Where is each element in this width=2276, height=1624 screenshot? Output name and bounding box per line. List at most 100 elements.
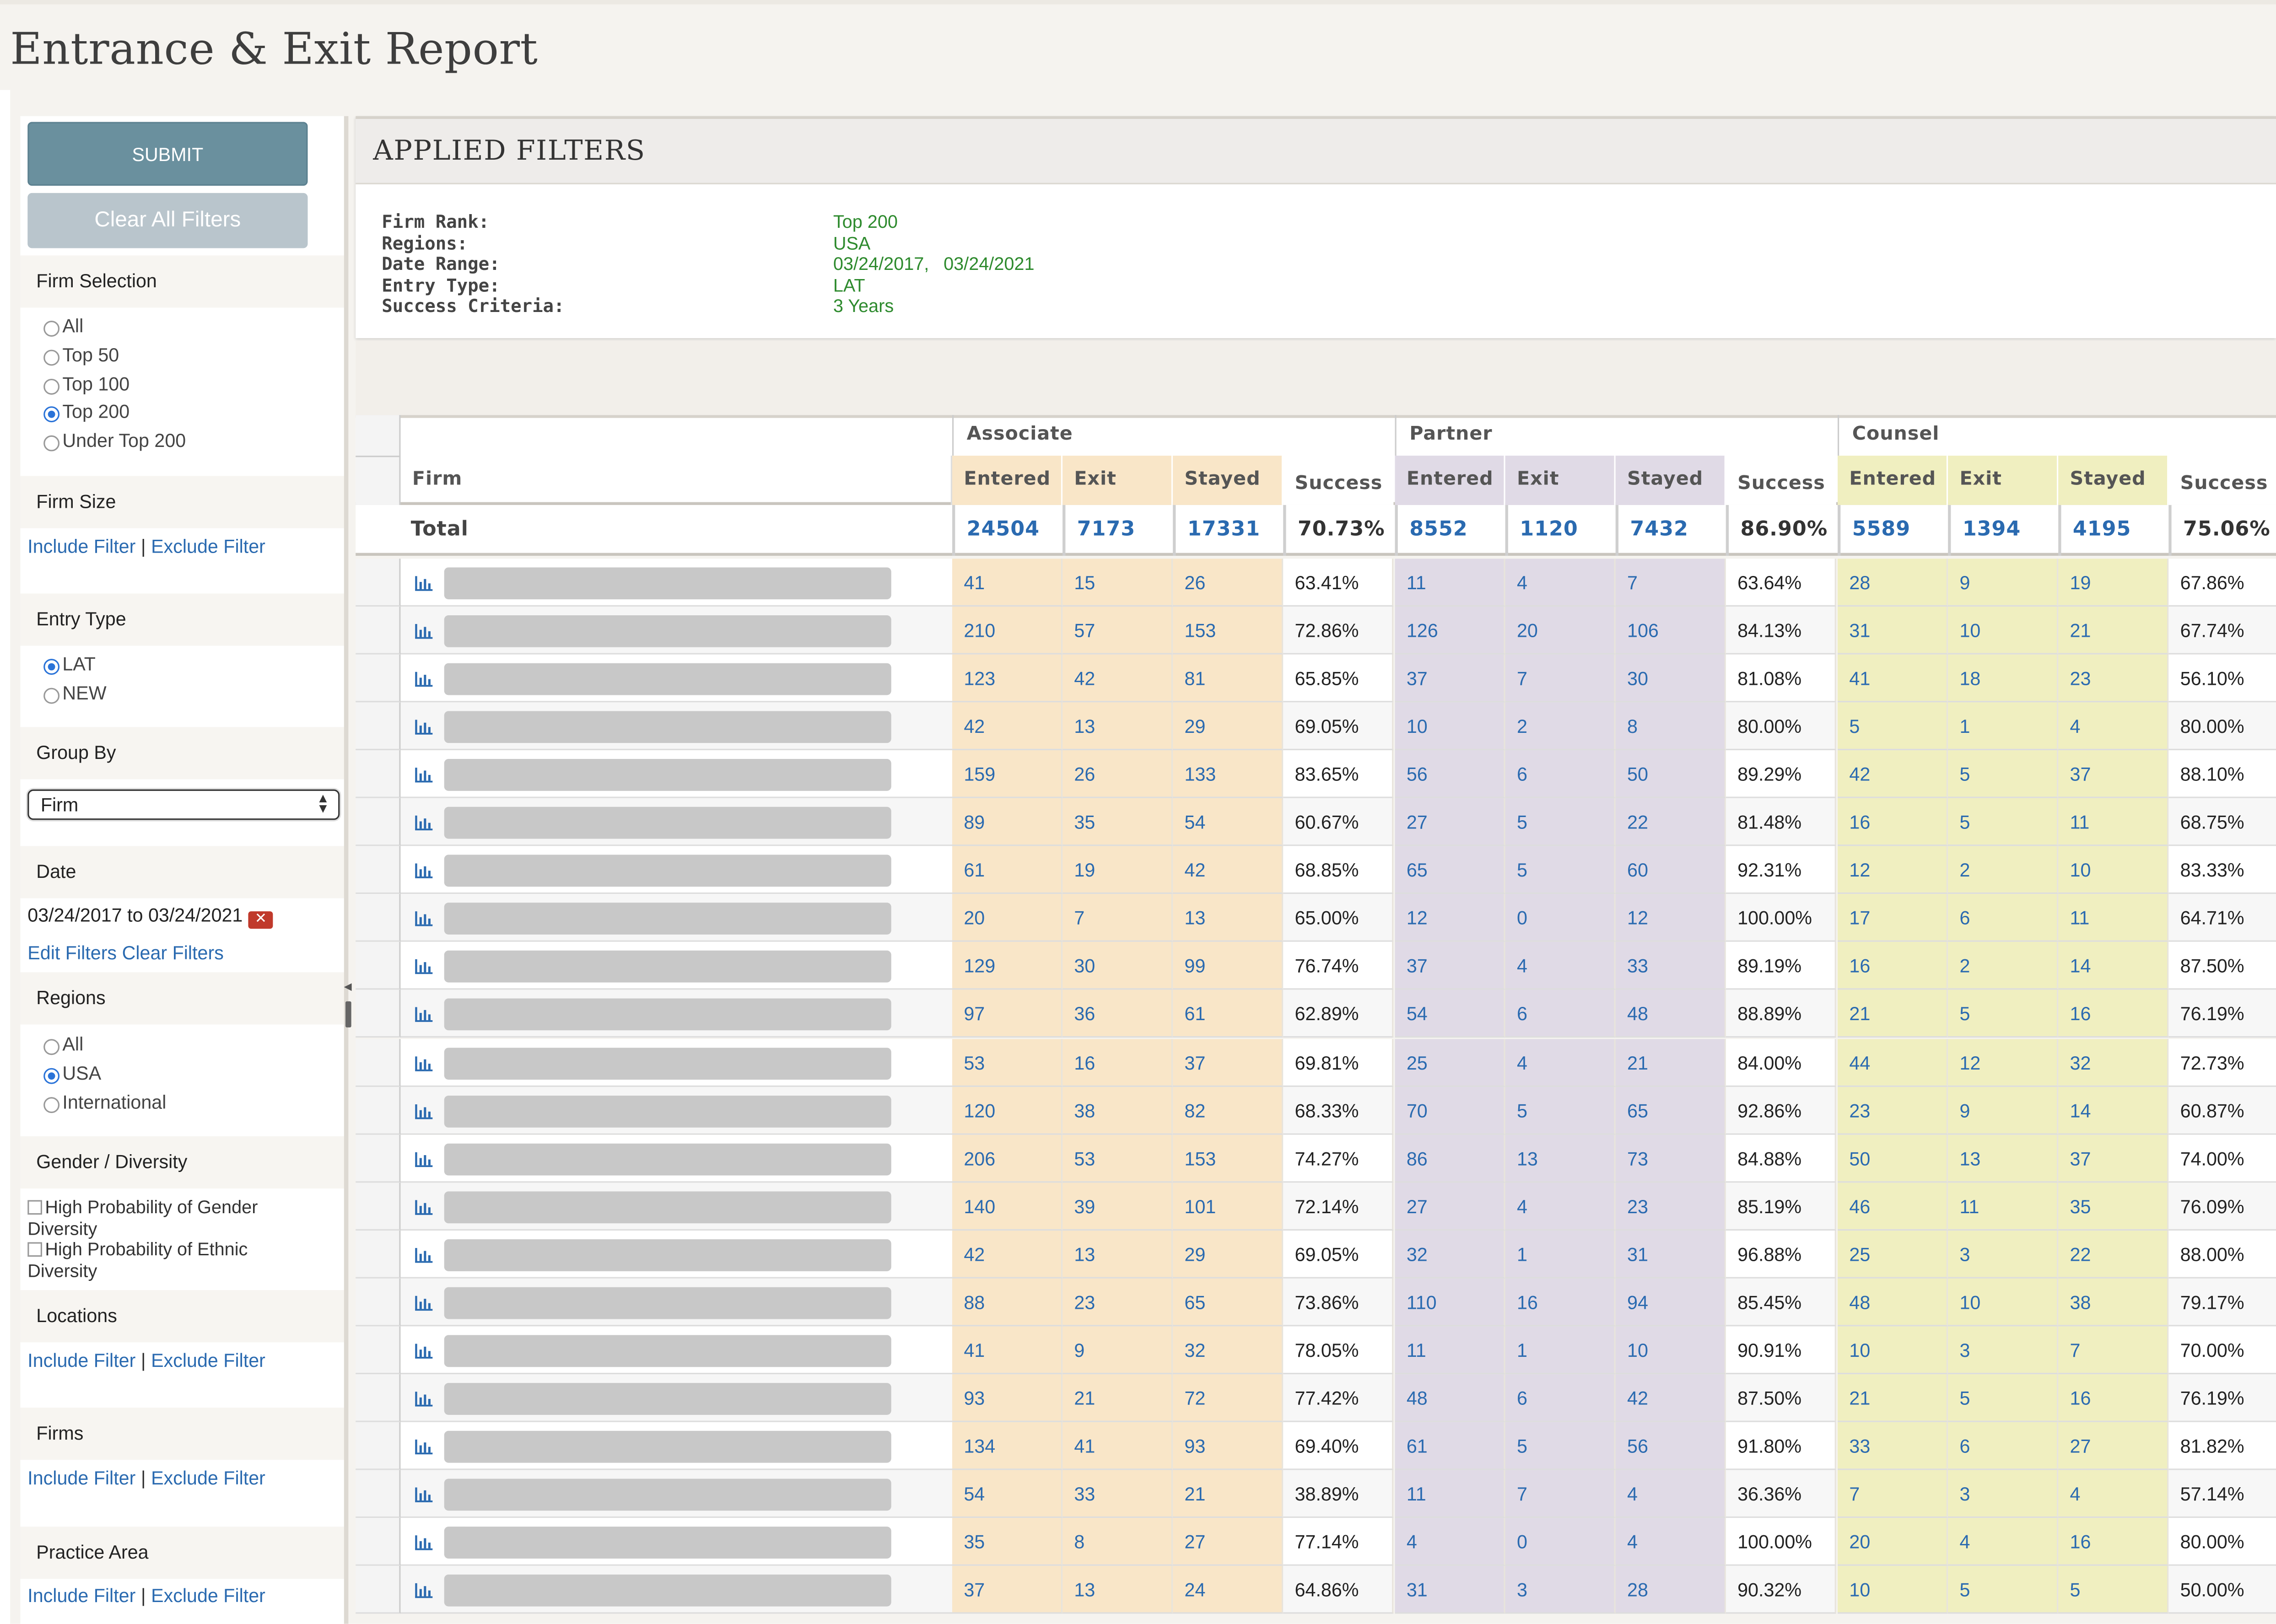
table-cell[interactable]: 26 — [1173, 559, 1284, 607]
table-cell[interactable]: 7 — [1505, 654, 1616, 703]
redacted-firm-name[interactable] — [444, 951, 891, 983]
table-cell[interactable]: 28 — [1838, 559, 1948, 607]
table-cell[interactable]: 27 — [1395, 1182, 1505, 1230]
table-cell[interactable]: 73 — [1615, 1134, 1726, 1183]
table-cell[interactable]: 93 — [1173, 1422, 1284, 1470]
table-cell[interactable]: 5 — [1948, 1374, 2059, 1422]
table-cell[interactable]: 20 — [1505, 607, 1616, 655]
table-cell[interactable]: 4 — [1615, 1518, 1726, 1566]
table-cell[interactable]: 37 — [2058, 750, 2169, 799]
table-cell[interactable]: 37 — [952, 1565, 1063, 1614]
table-cell[interactable]: 106 — [1615, 607, 1726, 655]
table-cell[interactable]: 2 — [1948, 942, 2059, 990]
table-cell[interactable]: 35 — [2058, 1182, 2169, 1230]
table-cell[interactable]: 4 — [1505, 1038, 1616, 1086]
table-cell[interactable]: 153 — [1173, 1134, 1284, 1183]
radio-option-under-top-200[interactable]: Under Top 200 — [43, 426, 186, 455]
redacted-firm-name[interactable] — [444, 1239, 891, 1271]
bar-chart-icon[interactable] — [414, 1005, 434, 1023]
table-cell[interactable]: 21 — [2058, 607, 2169, 655]
table-cell[interactable]: 42 — [1062, 654, 1173, 703]
table-cell[interactable]: 3 — [1505, 1565, 1616, 1614]
table-cell[interactable]: 38 — [1062, 1086, 1173, 1135]
table-cell[interactable]: 21 — [1838, 1374, 1948, 1422]
table-cell[interactable]: 36 — [1062, 990, 1173, 1038]
table-cell[interactable]: 8 — [1062, 1518, 1173, 1566]
table-cell[interactable]: 134 — [952, 1422, 1063, 1470]
table-cell[interactable]: 99 — [1173, 942, 1284, 990]
table-cell[interactable]: 5 — [1838, 702, 1948, 751]
radio-option-lat[interactable]: LAT — [43, 650, 106, 678]
table-cell[interactable]: 41 — [952, 559, 1063, 607]
table-cell[interactable]: 4 — [1615, 1470, 1726, 1518]
bar-chart-icon[interactable] — [414, 1245, 434, 1263]
table-cell[interactable]: 16 — [1062, 1038, 1173, 1086]
table-cell[interactable]: 31 — [1395, 1565, 1505, 1614]
table-cell[interactable]: 10 — [1838, 1326, 1948, 1374]
table-cell[interactable]: 5 — [1948, 990, 2059, 1038]
table-cell[interactable]: 44 — [1838, 1038, 1948, 1086]
table-cell[interactable]: 50 — [1615, 750, 1726, 799]
table-cell[interactable]: 4 — [1505, 942, 1616, 990]
table-cell[interactable]: 31 — [1838, 607, 1948, 655]
splitter-grip-icon[interactable] — [345, 1001, 351, 1027]
table-cell[interactable]: 11 — [2058, 798, 2169, 847]
table-cell[interactable]: 140 — [952, 1182, 1063, 1230]
redacted-firm-name[interactable] — [444, 1479, 891, 1511]
table-cell[interactable]: 129 — [952, 942, 1063, 990]
table-cell[interactable]: 16 — [2058, 990, 2169, 1038]
table-cell[interactable]: 33 — [1615, 942, 1726, 990]
table-cell[interactable]: 16 — [1838, 798, 1948, 847]
bar-chart-icon[interactable] — [414, 1101, 434, 1119]
table-cell[interactable]: 9 — [1948, 559, 2059, 607]
table-cell[interactable]: 61 — [952, 846, 1063, 895]
table-cell[interactable]: 4 — [1505, 1182, 1616, 1230]
table-cell[interactable]: 42 — [952, 1230, 1063, 1278]
close-icon[interactable]: ✕ — [248, 911, 274, 929]
redacted-firm-name[interactable] — [444, 999, 891, 1031]
submit-button[interactable]: SUBMIT — [27, 122, 308, 186]
table-cell[interactable]: 5 — [1948, 750, 2059, 799]
firm-size-include-link[interactable]: Include Filter — [27, 535, 136, 558]
table-cell[interactable]: 42 — [1173, 846, 1284, 895]
table-cell[interactable]: 7 — [1615, 559, 1726, 607]
table-cell[interactable]: 3 — [1948, 1230, 2059, 1278]
radio-option-top-50[interactable]: Top 50 — [43, 340, 186, 369]
table-cell[interactable]: 31 — [1615, 1230, 1726, 1278]
table-cell[interactable]: 16 — [2058, 1374, 2169, 1422]
redacted-firm-name[interactable] — [444, 615, 891, 647]
edit-filters-link[interactable]: Edit Filters — [27, 941, 117, 964]
table-cell[interactable]: 41 — [952, 1326, 1063, 1374]
redacted-firm-name[interactable] — [444, 1527, 891, 1559]
table-cell[interactable]: 24 — [1173, 1565, 1284, 1614]
table-cell[interactable]: 54 — [952, 1470, 1063, 1518]
table-cell[interactable]: 12 — [1838, 846, 1948, 895]
table-cell[interactable]: 25 — [1838, 1230, 1948, 1278]
table-cell[interactable]: 126 — [1395, 607, 1505, 655]
table-cell[interactable]: 4 — [2058, 1470, 2169, 1518]
table-cell[interactable]: 12 — [1948, 1038, 2059, 1086]
table-cell[interactable]: 42 — [1615, 1374, 1726, 1422]
table-cell[interactable]: 61 — [1395, 1422, 1505, 1470]
table-cell[interactable]: 2 — [1505, 702, 1616, 751]
table-cell[interactable]: 11 — [1395, 1470, 1505, 1518]
table-cell[interactable]: 60 — [1615, 846, 1726, 895]
table-cell[interactable]: 27 — [1173, 1518, 1284, 1566]
table-cell[interactable]: 14 — [2058, 942, 2169, 990]
table-cell[interactable]: 12 — [1615, 894, 1726, 942]
table-cell[interactable]: 10 — [1395, 702, 1505, 751]
table-cell[interactable]: 23 — [1615, 1182, 1726, 1230]
table-cell[interactable]: 133 — [1173, 750, 1284, 799]
table-cell[interactable]: 120 — [952, 1086, 1063, 1135]
bar-chart-icon[interactable] — [414, 621, 434, 639]
radio-button[interactable] — [43, 350, 60, 366]
table-cell[interactable]: 10 — [2058, 846, 2169, 895]
table-cell[interactable]: 16 — [1505, 1278, 1616, 1326]
table-cell[interactable]: 1 — [1505, 1230, 1616, 1278]
table-cell[interactable]: 11 — [2058, 894, 2169, 942]
table-cell[interactable]: 27 — [2058, 1422, 2169, 1470]
table-cell[interactable]: 25 — [1395, 1038, 1505, 1086]
ethnic-diversity-option[interactable]: High Probability of Ethnic Diversity — [27, 1239, 258, 1281]
table-cell[interactable]: 21 — [1173, 1470, 1284, 1518]
table-cell[interactable]: 123 — [952, 654, 1063, 703]
